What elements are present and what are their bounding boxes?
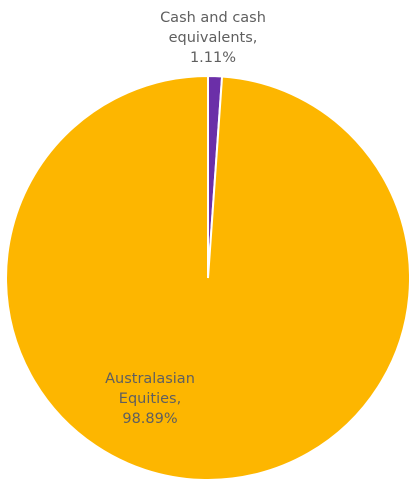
pie-slices [5,74,409,481]
pie-data-labels: Cash and cash equivalents, 1.11% Australasi… [105,10,266,427]
data-label-line: Cash and cash [160,10,266,26]
data-label-australasian-equities: Australasian Equities, 98.89% [105,371,195,427]
data-label-line: 98.89% [122,411,177,427]
data-label-cash-and-cash-equivalents: Cash and cash equivalents, 1.11% [160,10,266,66]
data-label-line: equivalents, [169,30,258,46]
pie-slice-australasian-equities [5,74,409,481]
data-label-line: Australasian [105,371,195,387]
data-label-line: Equities, [119,391,181,407]
data-label-line: 1.11% [190,50,236,66]
